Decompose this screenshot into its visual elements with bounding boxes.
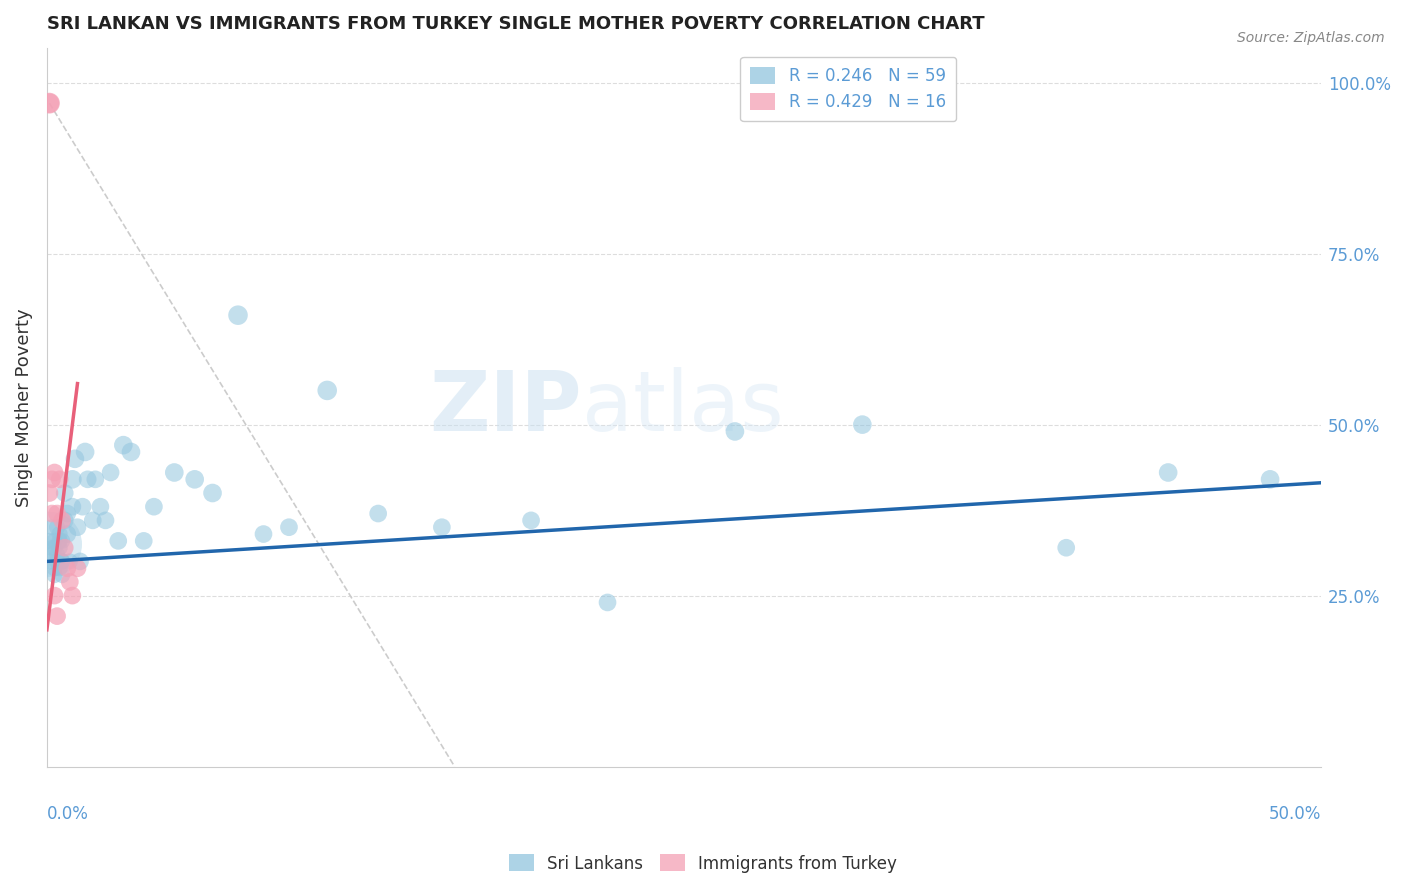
Y-axis label: Single Mother Poverty: Single Mother Poverty — [15, 309, 32, 507]
Point — [66, 561, 89, 575]
Point — [41, 541, 63, 555]
Legend: Sri Lankans, Immigrants from Turkey: Sri Lankans, Immigrants from Turkey — [502, 847, 904, 880]
Point — [51, 554, 73, 568]
Point — [107, 533, 129, 548]
Point — [48, 541, 70, 555]
Point — [48, 527, 70, 541]
Point — [38, 537, 60, 551]
Point — [142, 500, 165, 514]
Point — [44, 541, 66, 555]
Point — [75, 445, 97, 459]
Point — [53, 486, 76, 500]
Point — [316, 384, 339, 398]
Point — [120, 445, 142, 459]
Point — [82, 513, 104, 527]
Point — [851, 417, 873, 432]
Point — [48, 472, 70, 486]
Point — [60, 472, 83, 486]
Point — [430, 520, 453, 534]
Point — [132, 533, 155, 548]
Point — [46, 520, 69, 534]
Point — [44, 561, 66, 575]
Point — [163, 466, 186, 480]
Point — [76, 472, 98, 486]
Point — [60, 589, 83, 603]
Point — [100, 466, 122, 480]
Point — [56, 527, 79, 541]
Point — [84, 472, 107, 486]
Point — [41, 548, 63, 562]
Point — [53, 541, 76, 555]
Point — [94, 513, 117, 527]
Text: 0.0%: 0.0% — [46, 805, 89, 823]
Point — [112, 438, 135, 452]
Point — [278, 520, 301, 534]
Point — [46, 507, 69, 521]
Point — [367, 507, 389, 521]
Text: SRI LANKAN VS IMMIGRANTS FROM TURKEY SINGLE MOTHER POVERTY CORRELATION CHART: SRI LANKAN VS IMMIGRANTS FROM TURKEY SIN… — [46, 15, 984, 33]
Point — [59, 574, 82, 589]
Legend: R = 0.246   N = 59, R = 0.429   N = 16: R = 0.246 N = 59, R = 0.429 N = 16 — [741, 57, 956, 121]
Point — [53, 513, 76, 527]
Point — [60, 500, 83, 514]
Point — [183, 472, 205, 486]
Point — [1157, 466, 1180, 480]
Point — [56, 507, 79, 521]
Point — [51, 568, 73, 582]
Point — [41, 472, 63, 486]
Point — [51, 554, 73, 568]
Point — [51, 533, 73, 548]
Point — [41, 507, 63, 521]
Point — [48, 561, 70, 575]
Point — [44, 589, 66, 603]
Text: Source: ZipAtlas.com: Source: ZipAtlas.com — [1237, 31, 1385, 45]
Point — [44, 568, 66, 582]
Point — [38, 96, 60, 111]
Point — [69, 554, 91, 568]
Text: 50.0%: 50.0% — [1268, 805, 1322, 823]
Point — [226, 308, 249, 322]
Point — [51, 513, 73, 527]
Point — [46, 554, 69, 568]
Point — [44, 533, 66, 548]
Point — [201, 486, 224, 500]
Point — [596, 595, 619, 609]
Point — [252, 527, 274, 541]
Point — [38, 533, 60, 548]
Point — [72, 500, 94, 514]
Point — [46, 609, 69, 624]
Point — [724, 425, 747, 439]
Point — [66, 520, 89, 534]
Point — [59, 554, 82, 568]
Text: ZIP: ZIP — [430, 367, 582, 448]
Text: atlas: atlas — [582, 367, 783, 448]
Point — [44, 466, 66, 480]
Point — [38, 486, 60, 500]
Point — [38, 96, 60, 111]
Point — [56, 561, 79, 575]
Point — [38, 554, 60, 568]
Point — [1258, 472, 1281, 486]
Point — [520, 513, 543, 527]
Point — [63, 451, 86, 466]
Point — [89, 500, 111, 514]
Point — [1054, 541, 1077, 555]
Point — [46, 548, 69, 562]
Point — [48, 533, 70, 548]
Point — [41, 520, 63, 534]
